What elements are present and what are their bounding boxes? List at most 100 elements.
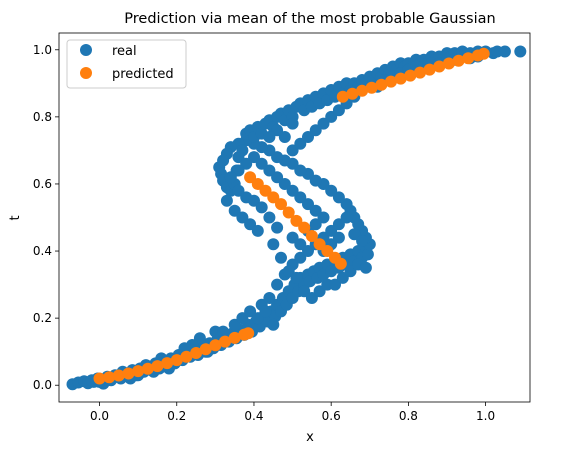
predicted-point — [298, 221, 311, 234]
predicted-point — [170, 354, 183, 367]
real-point — [224, 171, 237, 184]
y-axis-ticks: 0.0 0.2 0.4 0.6 0.8 1.0 — [33, 43, 59, 392]
predicted-point — [414, 66, 426, 79]
y-tick-label: 0.6 — [33, 177, 52, 191]
predicted-point — [433, 60, 446, 73]
real-point — [294, 238, 307, 251]
predicted-point — [462, 52, 475, 65]
real-point — [271, 278, 284, 291]
real-point — [263, 131, 276, 143]
real-point — [309, 124, 322, 137]
legend-label-real: real — [112, 44, 137, 59]
predicted-point — [93, 372, 106, 385]
legend-marker-real — [80, 44, 92, 56]
x-tick-label: 1.0 — [476, 409, 495, 423]
real-point — [309, 218, 322, 231]
real-point — [286, 117, 299, 130]
real-point — [348, 228, 361, 241]
real-point — [290, 271, 303, 284]
real-point — [340, 211, 353, 224]
predicted-point — [423, 63, 436, 76]
real-point — [359, 261, 372, 274]
predicted-point — [180, 350, 193, 363]
predicted-point — [334, 257, 347, 270]
predicted-point — [242, 327, 255, 340]
legend-box — [66, 39, 187, 89]
predicted-point — [161, 357, 174, 370]
real-point — [220, 194, 233, 207]
predicted-point — [275, 198, 287, 211]
predicted-point — [244, 171, 257, 184]
y-tick-label: 0.8 — [33, 110, 52, 124]
legend-marker-predicted — [80, 67, 92, 79]
predicted-point — [452, 54, 465, 67]
predicted-point — [199, 343, 212, 356]
real-point — [248, 151, 260, 164]
y-axis-label: t — [8, 215, 23, 220]
predicted-point — [228, 331, 241, 344]
x-tick-label: 0.4 — [244, 409, 263, 423]
series-predicted — [93, 47, 490, 385]
real-point — [275, 251, 287, 264]
real-point — [514, 45, 527, 58]
real-point — [294, 251, 307, 264]
real-point — [236, 144, 249, 157]
y-tick-label: 1.0 — [33, 43, 52, 57]
real-point — [332, 104, 345, 117]
predicted-point — [385, 75, 397, 88]
real-point — [498, 45, 511, 58]
real-point — [267, 238, 280, 251]
predicted-point — [394, 72, 407, 85]
chart-title: Prediction via mean of the most probable… — [124, 11, 495, 27]
real-point — [356, 235, 369, 247]
predicted-point — [321, 245, 334, 257]
predicted-point — [141, 362, 154, 375]
predicted-point — [375, 78, 388, 91]
x-tick-label: 0.8 — [399, 409, 418, 423]
predicted-point — [305, 230, 318, 242]
predicted-point — [259, 184, 272, 197]
real-point — [251, 224, 264, 237]
real-point — [361, 248, 374, 261]
real-point — [329, 278, 341, 291]
plot-frame — [58, 32, 531, 403]
real-point — [263, 292, 276, 304]
predicted-point — [404, 69, 417, 82]
predicted-point — [103, 371, 116, 384]
y-tick-label: 0.2 — [33, 311, 52, 325]
predicted-point — [346, 87, 359, 100]
real-point — [255, 201, 268, 214]
predicted-point — [336, 90, 349, 103]
predicted-point — [442, 57, 455, 70]
predicted-point — [282, 206, 295, 219]
predicted-point — [132, 365, 145, 378]
predicted-point — [477, 47, 490, 60]
real-point — [278, 178, 291, 190]
real-point — [286, 184, 299, 197]
real-point — [332, 231, 345, 244]
predicted-point — [356, 84, 369, 97]
predicted-point — [112, 369, 125, 382]
x-axis-label: x — [306, 430, 314, 445]
x-tick-label: 0.0 — [90, 409, 109, 423]
real-point — [263, 211, 276, 224]
predicted-point — [122, 367, 135, 380]
y-tick-label: 0.4 — [33, 244, 52, 258]
real-point — [271, 221, 284, 234]
legend: real predicted — [66, 39, 187, 89]
real-point — [317, 211, 330, 224]
y-tick-label: 0.0 — [33, 378, 52, 392]
predicted-point — [190, 347, 203, 359]
x-tick-label: 0.2 — [167, 409, 186, 423]
predicted-point — [219, 335, 231, 348]
x-tick-label: 0.6 — [322, 409, 341, 423]
predicted-point — [209, 339, 222, 352]
real-point — [259, 305, 272, 318]
predicted-point — [290, 214, 303, 227]
predicted-point — [151, 360, 164, 373]
real-point — [267, 318, 280, 331]
legend-label-predicted: predicted — [112, 67, 174, 82]
predicted-point — [365, 81, 378, 94]
x-axis-ticks: 0.0 0.2 0.4 0.6 0.8 1.0 — [90, 402, 495, 423]
